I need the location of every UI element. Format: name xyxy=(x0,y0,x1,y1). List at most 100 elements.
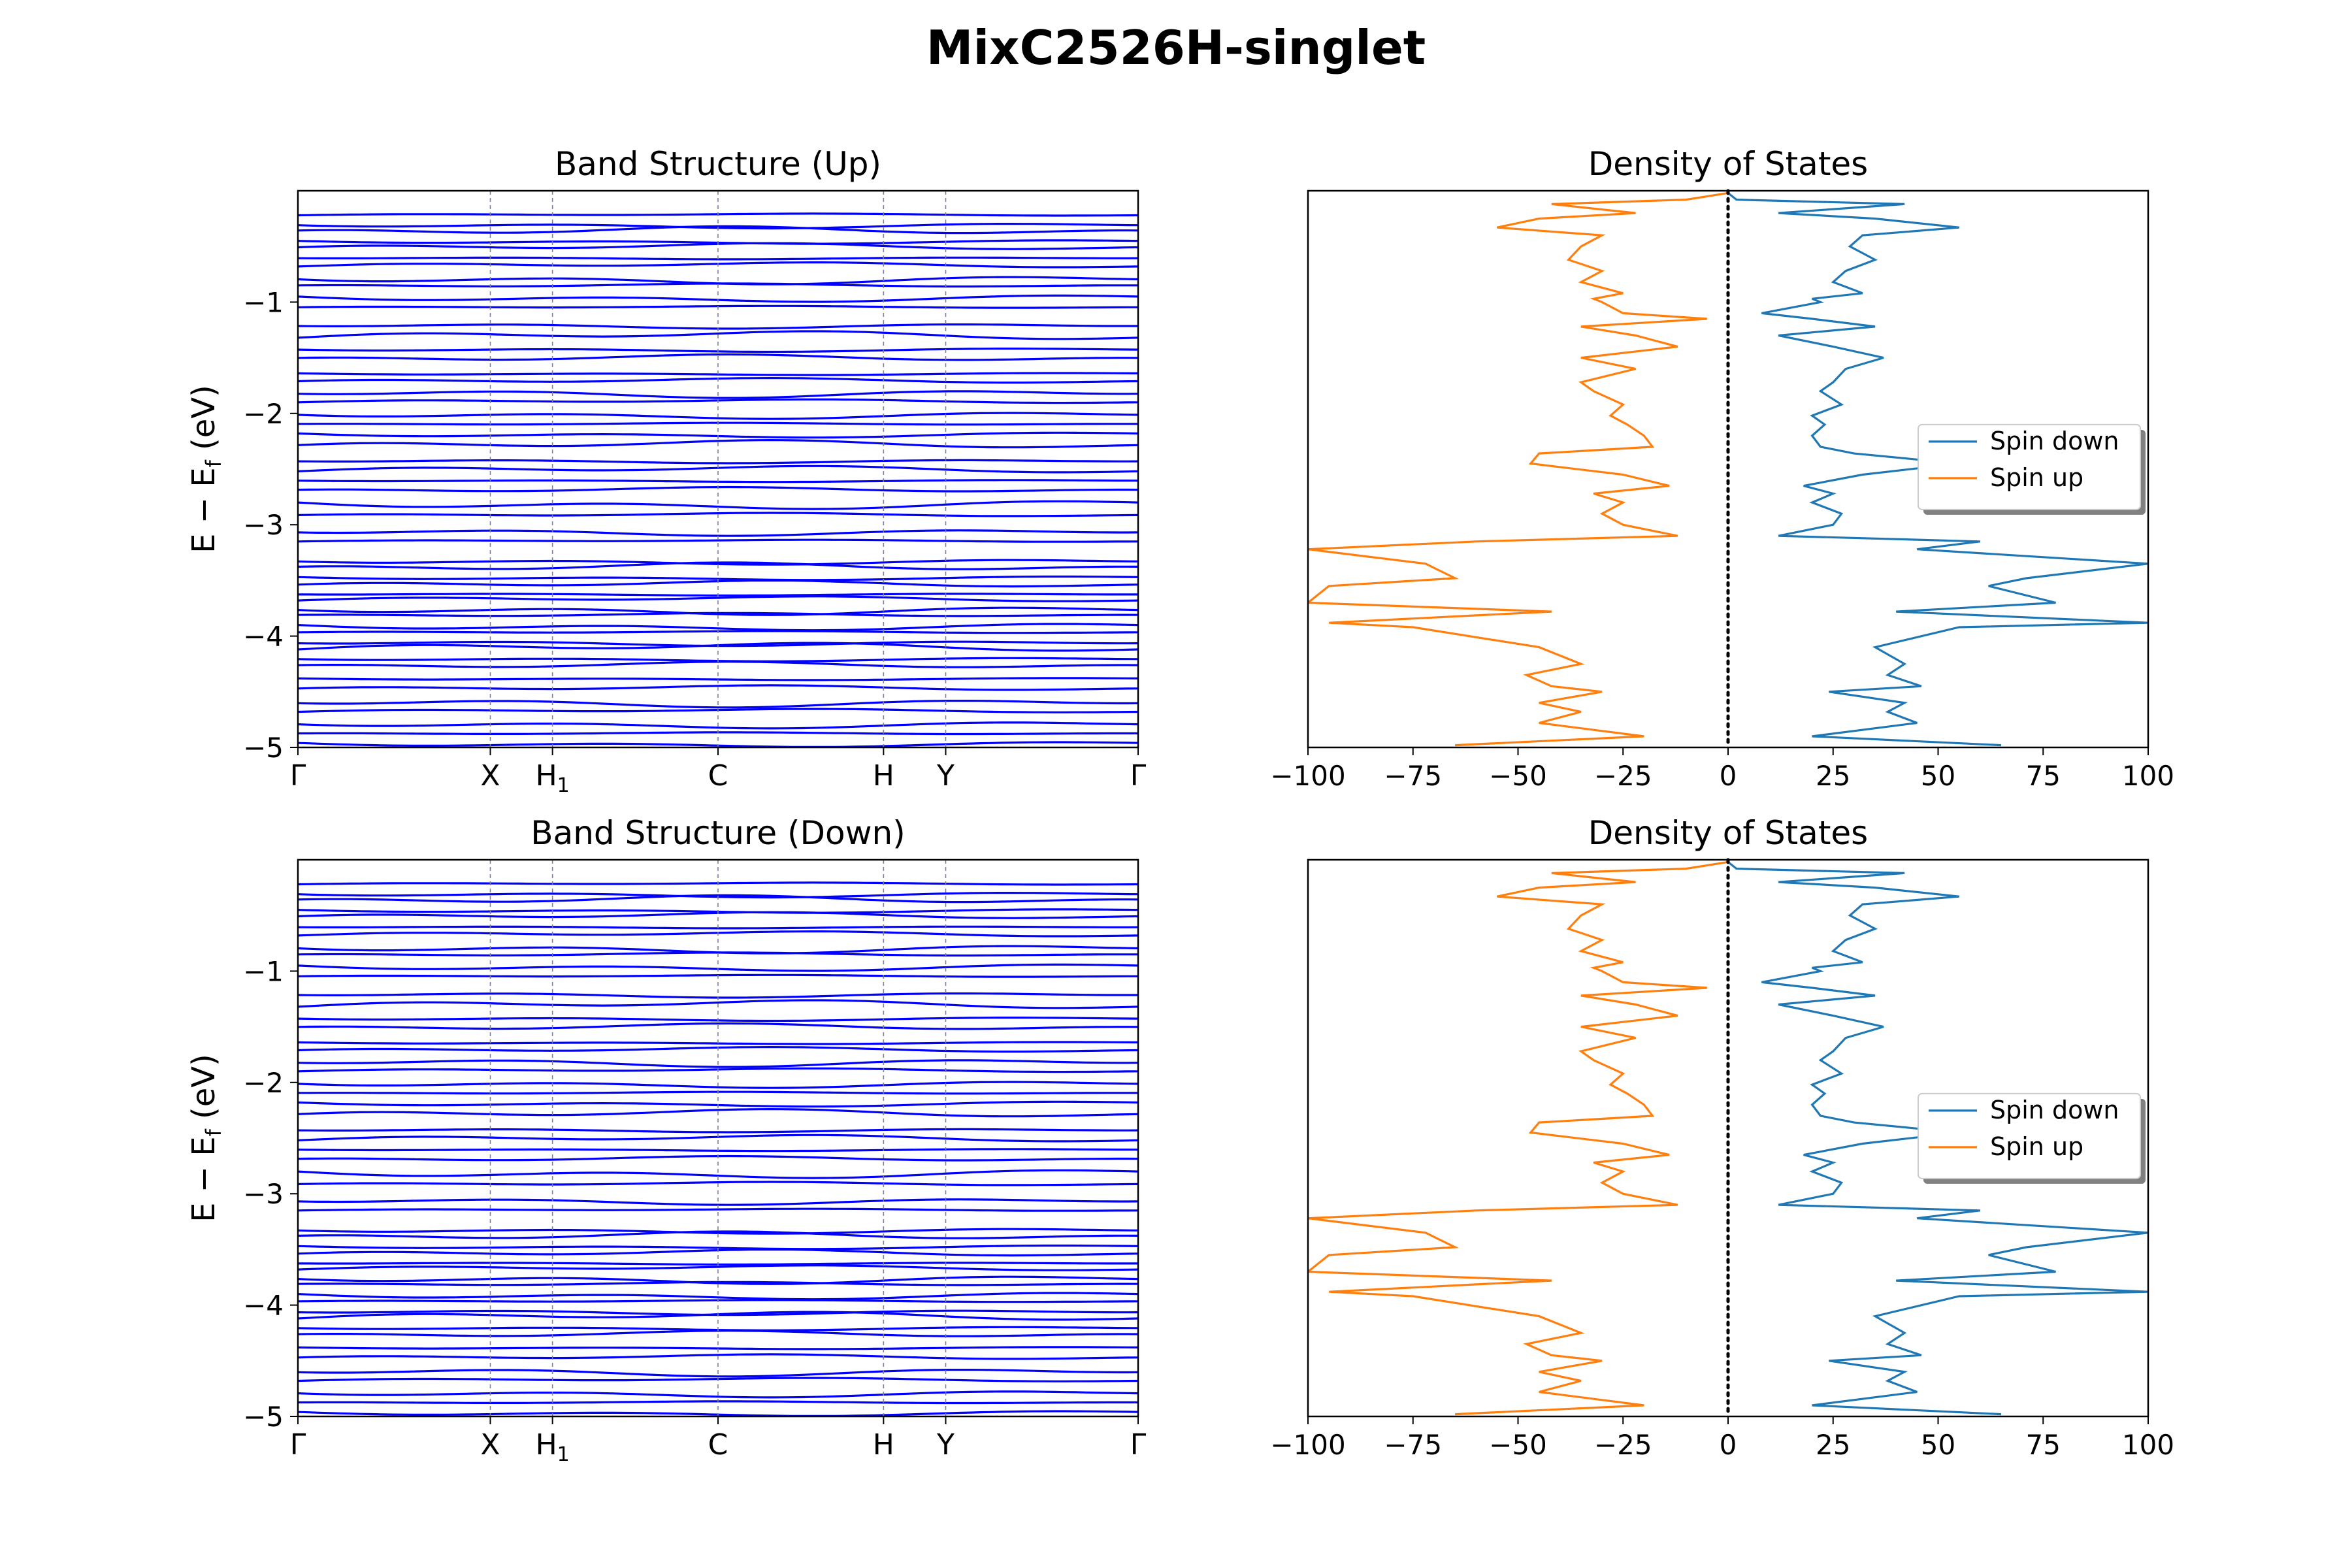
band-line xyxy=(298,372,1138,376)
legend-box xyxy=(1918,1092,2141,1179)
spin-up-series xyxy=(1308,860,1729,1416)
band-line xyxy=(298,1128,1138,1134)
y-axis-label: E − Ef (eV) xyxy=(186,385,226,553)
x-tick-label: H xyxy=(873,759,894,792)
x-tick-label: 75 xyxy=(2026,1429,2061,1461)
x-tick-label: −25 xyxy=(1594,760,1652,792)
x-tick-label: 25 xyxy=(1816,1429,1850,1461)
y-tick-label: −3 xyxy=(243,1178,284,1210)
x-tick-label: 75 xyxy=(2026,760,2061,792)
legend-box xyxy=(1918,423,2141,510)
band-line xyxy=(298,282,1138,288)
band-structure-panel: Band Structure (Up) Γ X H1 C H Y Γ −1 −2 −3 −4 −5 E −… xyxy=(186,145,1147,797)
legend-label: Spin down xyxy=(1990,1096,2119,1124)
y-tick-label: −3 xyxy=(243,509,284,541)
band-line xyxy=(298,1390,1138,1399)
x-tick-label: −50 xyxy=(1489,1429,1547,1461)
x-tick-label: −100 xyxy=(1270,760,1345,792)
band-line xyxy=(298,500,1138,510)
x-tick-label: 50 xyxy=(1921,1429,1955,1461)
band-line xyxy=(298,684,1138,691)
x-tick-label: −50 xyxy=(1489,760,1547,792)
band-line xyxy=(298,623,1138,632)
band-line xyxy=(298,512,1138,517)
band-line xyxy=(298,1228,1138,1235)
legend-label: Spin up xyxy=(1990,1132,2083,1161)
band-line xyxy=(298,330,1138,340)
y-tick-label: −1 xyxy=(243,286,284,318)
x-tick-label: H1 xyxy=(536,759,570,797)
band-line xyxy=(298,1169,1138,1179)
panel-title: Density of States xyxy=(1588,814,1868,852)
band-line xyxy=(298,1134,1138,1143)
spin-down-series xyxy=(1727,861,2148,1416)
band-line xyxy=(298,390,1138,399)
x-tick-label: H xyxy=(873,1428,894,1462)
band-line xyxy=(298,595,1138,602)
x-tick-label: 0 xyxy=(1720,760,1737,792)
x-tick-label: −100 xyxy=(1270,1429,1345,1461)
band-line xyxy=(298,612,1138,617)
band-line xyxy=(298,1207,1138,1212)
x-tick-label: −75 xyxy=(1384,760,1442,792)
band-line xyxy=(298,1264,1138,1271)
x-tick-label: Y xyxy=(936,759,955,792)
y-tick-label: −4 xyxy=(243,621,284,653)
x-tick-label: 100 xyxy=(2122,760,2174,792)
panel-title: Band Structure (Up) xyxy=(555,145,881,183)
y-tick-label: −5 xyxy=(243,1401,284,1433)
x-tick-label: Γ xyxy=(1130,1428,1147,1462)
band-structure-panel: Band Structure (Down) Γ X H1 C H Y Γ −1 −2 −3 −4 −5 E… xyxy=(186,814,1147,1466)
band-line xyxy=(298,951,1138,957)
x-tick-label: C xyxy=(708,1428,728,1462)
band-line xyxy=(298,538,1138,543)
panel-title: Band Structure (Down) xyxy=(531,814,905,852)
band-line xyxy=(298,1022,1138,1030)
band-line xyxy=(298,412,1138,420)
x-tick-label: Γ xyxy=(1130,759,1147,792)
y-tick-label: −4 xyxy=(243,1290,284,1322)
x-tick-label: 50 xyxy=(1921,760,1955,792)
dos-panel: Density of States −100 −75 −50 −25 0 25 50 75 100… xyxy=(1270,814,2174,1461)
band-line xyxy=(298,561,1138,570)
band-line xyxy=(298,1181,1138,1186)
dos-panel: Density of States −100 −75 −50 −25 0 25 50 75 100… xyxy=(1270,145,2174,792)
x-tick-label: 25 xyxy=(1816,760,1850,792)
y-tick-label: −5 xyxy=(243,732,284,764)
legend-label: Spin up xyxy=(1990,463,2083,492)
band-line xyxy=(298,894,1138,904)
band-line xyxy=(298,1281,1138,1286)
band-line xyxy=(298,459,1138,465)
y-tick-label: −2 xyxy=(243,398,284,430)
x-tick-label: Γ xyxy=(290,759,306,792)
x-tick-label: C xyxy=(708,759,728,792)
band-line xyxy=(298,721,1138,730)
x-tick-label: −75 xyxy=(1384,1429,1442,1461)
band-line xyxy=(298,1041,1138,1045)
x-tick-label: −25 xyxy=(1594,1429,1652,1461)
x-tick-label: 0 xyxy=(1720,1429,1737,1461)
band-line xyxy=(298,225,1138,235)
dos-curves xyxy=(1308,860,2148,1416)
band-line xyxy=(298,1081,1138,1089)
band-line xyxy=(298,559,1138,566)
figure-title: MixC2526H-singlet xyxy=(926,20,1426,75)
x-tick-label: 100 xyxy=(2122,1429,2174,1461)
y-tick-label: −1 xyxy=(243,955,284,987)
band-line xyxy=(298,999,1138,1009)
band-line xyxy=(298,1230,1138,1239)
band-line xyxy=(298,700,1138,709)
y-axis-label: E − Ef (eV) xyxy=(186,1054,226,1222)
x-tick-label: Γ xyxy=(290,1428,306,1462)
band-line xyxy=(298,1107,1138,1118)
band-line xyxy=(298,465,1138,474)
x-tick-label: X xyxy=(480,1428,500,1462)
band-line xyxy=(298,1059,1138,1068)
panel-title: Density of States xyxy=(1588,145,1868,183)
band-line xyxy=(298,353,1138,361)
band-line xyxy=(298,1353,1138,1360)
legend-label: Spin down xyxy=(1990,427,2119,455)
dos-curves xyxy=(1308,191,2148,747)
